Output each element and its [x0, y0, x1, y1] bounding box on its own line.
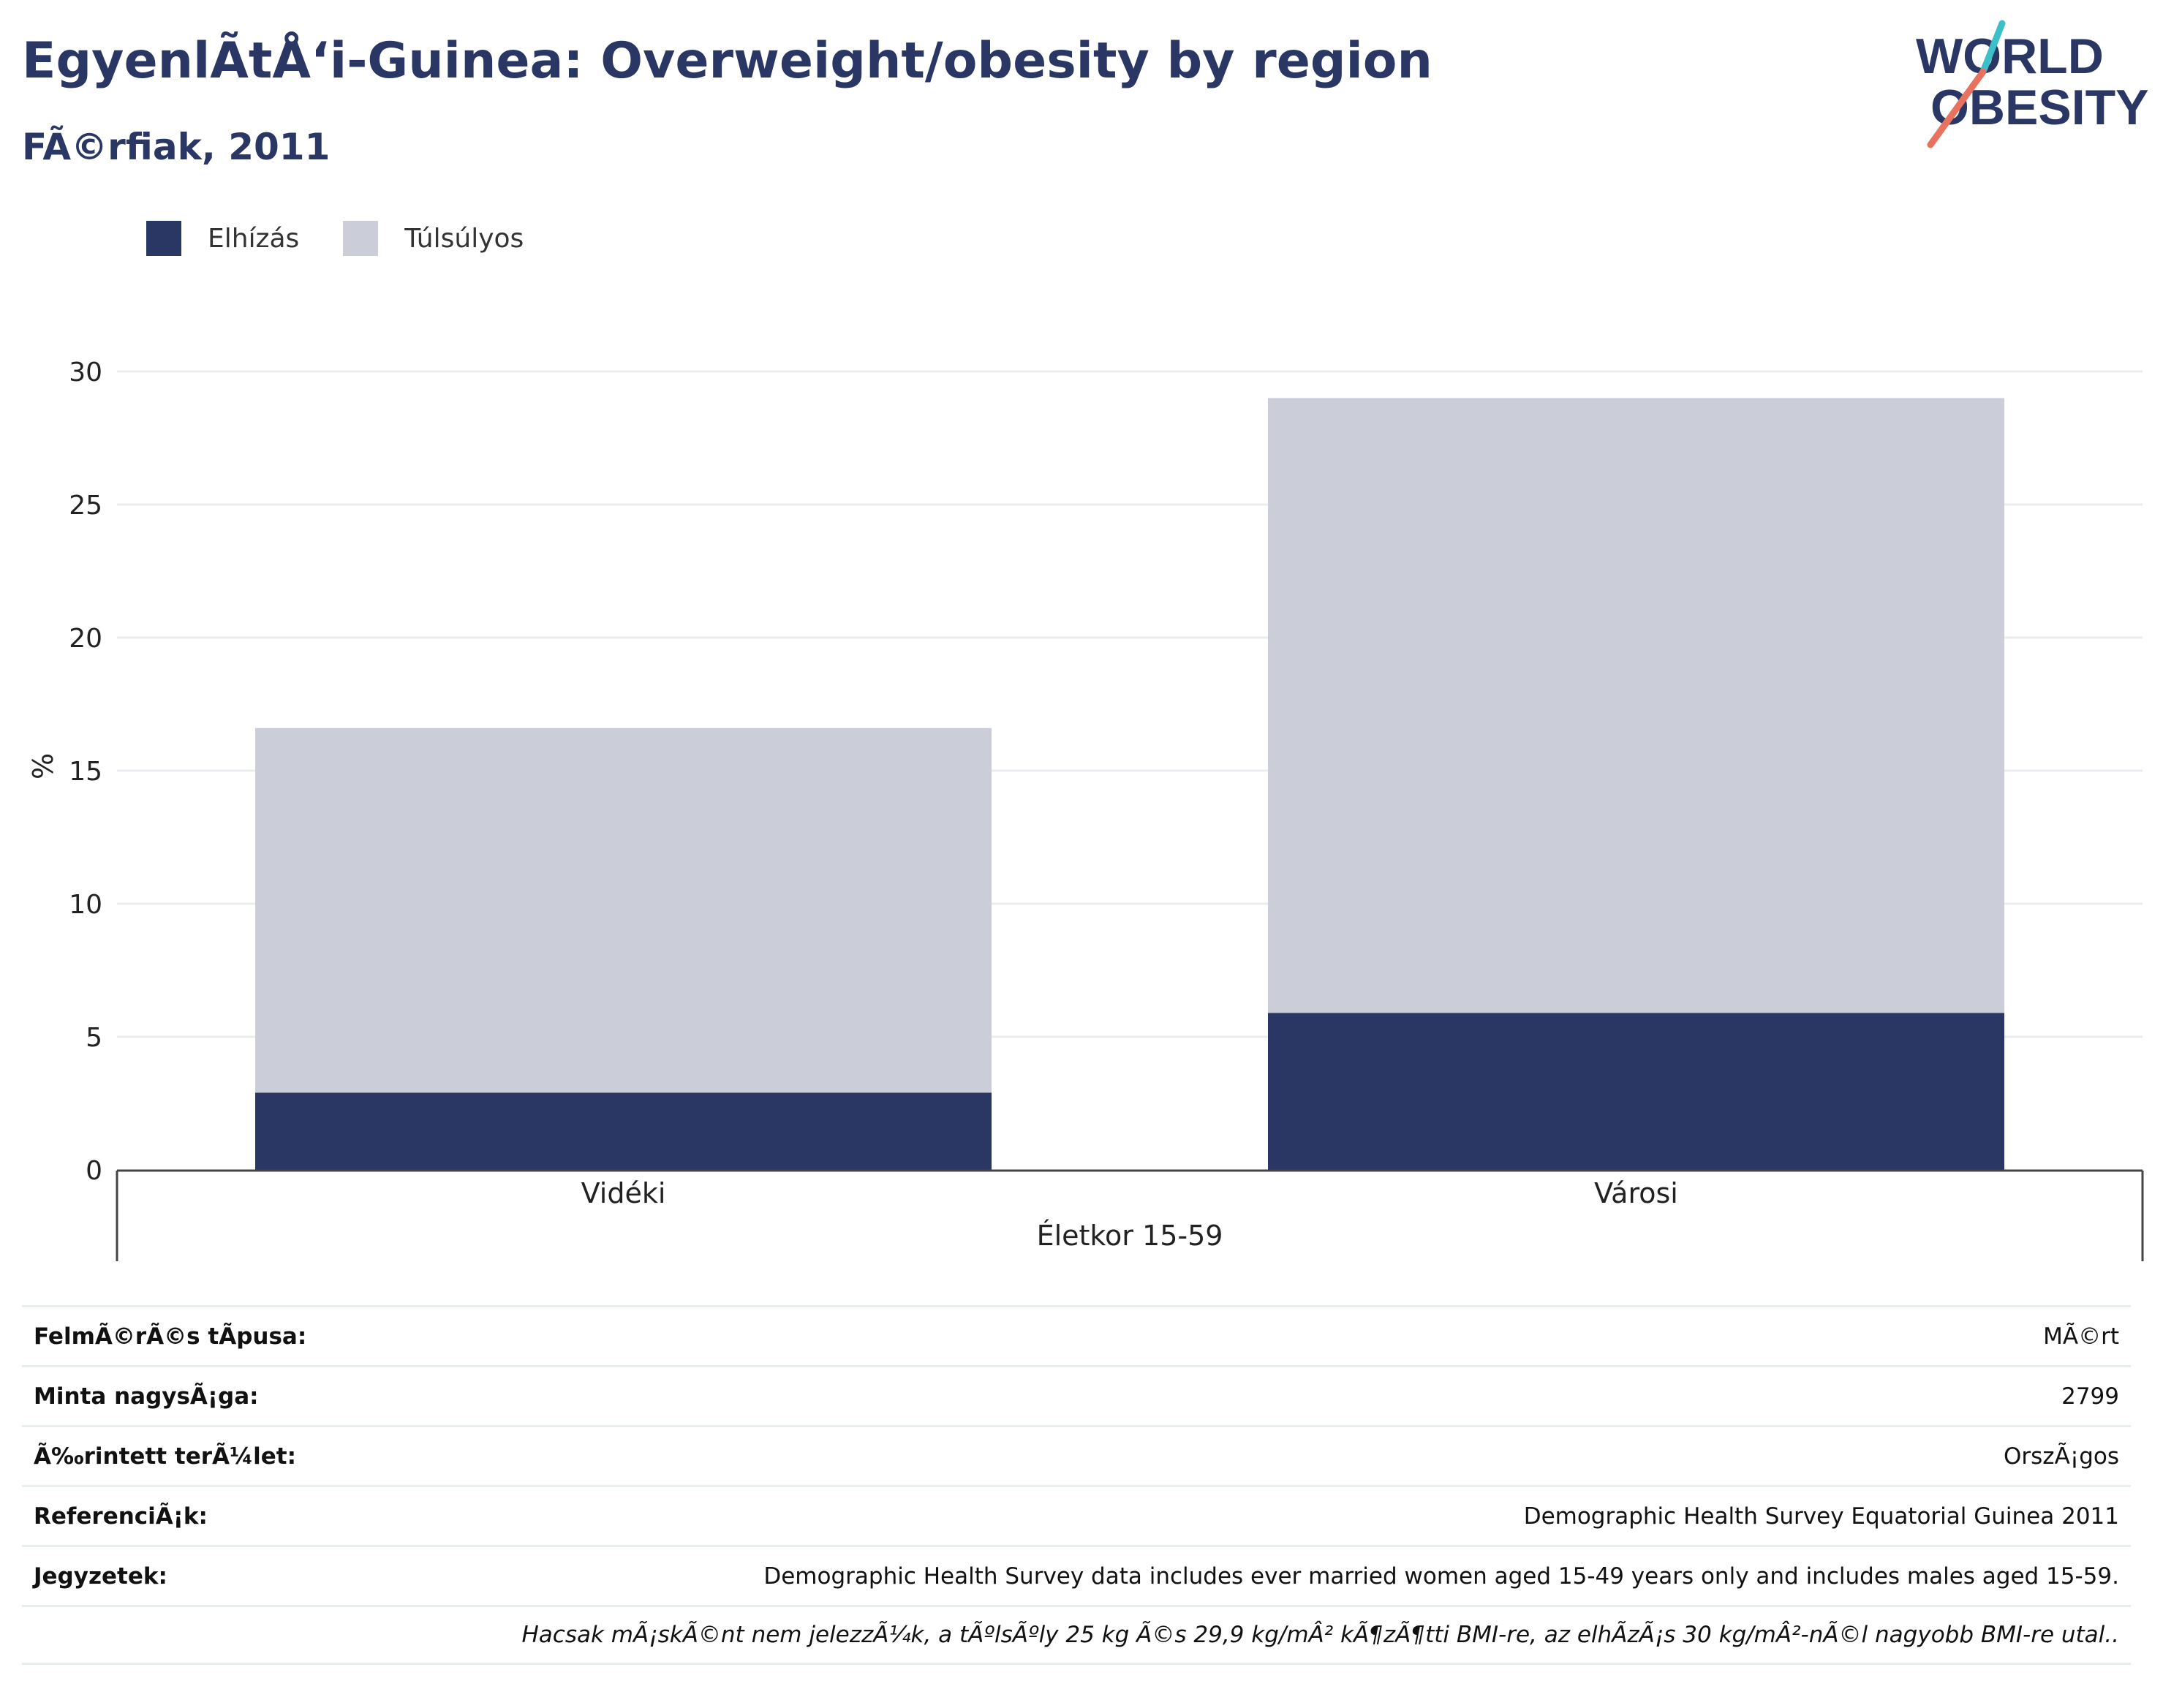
logo-line2: OBESITY	[1930, 80, 2149, 135]
info-value: OrszÃ¡gos	[2004, 1443, 2119, 1470]
info-row-sample-size: Minta nagysÃ¡ga: 2799	[22, 1365, 2131, 1425]
y-tick-label: 25	[69, 491, 102, 521]
y-axis-title: %	[27, 753, 59, 779]
info-value: MÃ©rt	[2043, 1323, 2119, 1350]
info-row-definition: Hacsak mÃ¡skÃ©nt nem jelezzÃ¼k, a tÃºlsÃ…	[22, 1605, 2131, 1665]
logo-slash-coral	[1927, 68, 1987, 148]
bar-obesity	[255, 1092, 992, 1170]
info-label: FelmÃ©rÃ©s tÃpusa:	[34, 1323, 307, 1350]
info-label: Jegyzetek:	[34, 1562, 167, 1590]
chart-subtitle: FÃ©rfiak, 2011	[22, 126, 331, 168]
bar-overweight	[1268, 398, 2004, 1013]
logo-line1: WORLD	[1916, 29, 2104, 84]
info-row-references: ReferenciÃ¡k: Demographic Health Survey …	[22, 1485, 2131, 1545]
bar-overweight	[255, 728, 992, 1093]
y-tick-label: 10	[69, 890, 102, 920]
legend-item-obesity[interactable]: Elhízás	[146, 221, 299, 256]
x-axis-labels: Vidéki Városi	[581, 1177, 1678, 1209]
axes	[116, 1169, 2144, 1261]
legend-label-overweight: Túlsúlyos	[404, 223, 524, 254]
x-axis-title: Életkor 15-59	[1037, 1220, 1223, 1252]
x-tick-label: Vidéki	[581, 1177, 666, 1209]
world-obesity-logo: WORLD OBESITY	[1916, 20, 2149, 148]
info-value: Demographic Health Survey Equatorial Gui…	[1523, 1503, 2119, 1530]
survey-info-table: FelmÃ©rÃ©s tÃpusa: MÃ©rt Minta nagysÃ¡ga…	[22, 1305, 2131, 1665]
info-value: Demographic Health Survey data includes …	[763, 1562, 2119, 1590]
info-row-notes: Jegyzetek: Demographic Health Survey dat…	[22, 1545, 2131, 1605]
legend-item-overweight[interactable]: Túlsúlyos	[343, 221, 524, 256]
bars	[255, 398, 2004, 1170]
chart-legend: Elhízás Túlsúlyos	[146, 216, 567, 260]
legend-swatch-overweight	[343, 221, 379, 256]
legend-swatch-obesity	[146, 221, 181, 256]
chart-title: EgyenlÃtÅ‘i-Guinea: Overweight/obesity b…	[22, 32, 1432, 90]
info-label: Minta nagysÃ¡ga:	[34, 1383, 259, 1410]
legend-label-obesity: Elhízás	[208, 223, 300, 254]
logo-slash-teal	[1979, 20, 2006, 75]
info-label: Ã‰rintett terÃ¼let:	[34, 1443, 296, 1470]
info-row-survey-type: FelmÃ©rÃ©s tÃpusa: MÃ©rt	[22, 1305, 2131, 1365]
info-value: 2799	[2061, 1383, 2119, 1410]
y-tick-label: 15	[69, 757, 102, 787]
bar-obesity	[1268, 1013, 2004, 1170]
y-tick-label: 5	[86, 1023, 102, 1053]
y-tick-label: 30	[69, 358, 102, 388]
y-tick-label: 20	[69, 624, 102, 654]
y-axis-ticks: 0 5 10 15 20 25 30	[69, 358, 102, 1186]
info-row-area: Ã‰rintett terÃ¼let: OrszÃ¡gos	[22, 1425, 2131, 1485]
info-value: Hacsak mÃ¡skÃ©nt nem jelezzÃ¼k, a tÃºlsÃ…	[521, 1622, 2119, 1648]
y-tick-label: 0	[86, 1156, 102, 1186]
x-tick-label: Városi	[1594, 1177, 1678, 1209]
info-label: ReferenciÃ¡k:	[34, 1503, 208, 1530]
